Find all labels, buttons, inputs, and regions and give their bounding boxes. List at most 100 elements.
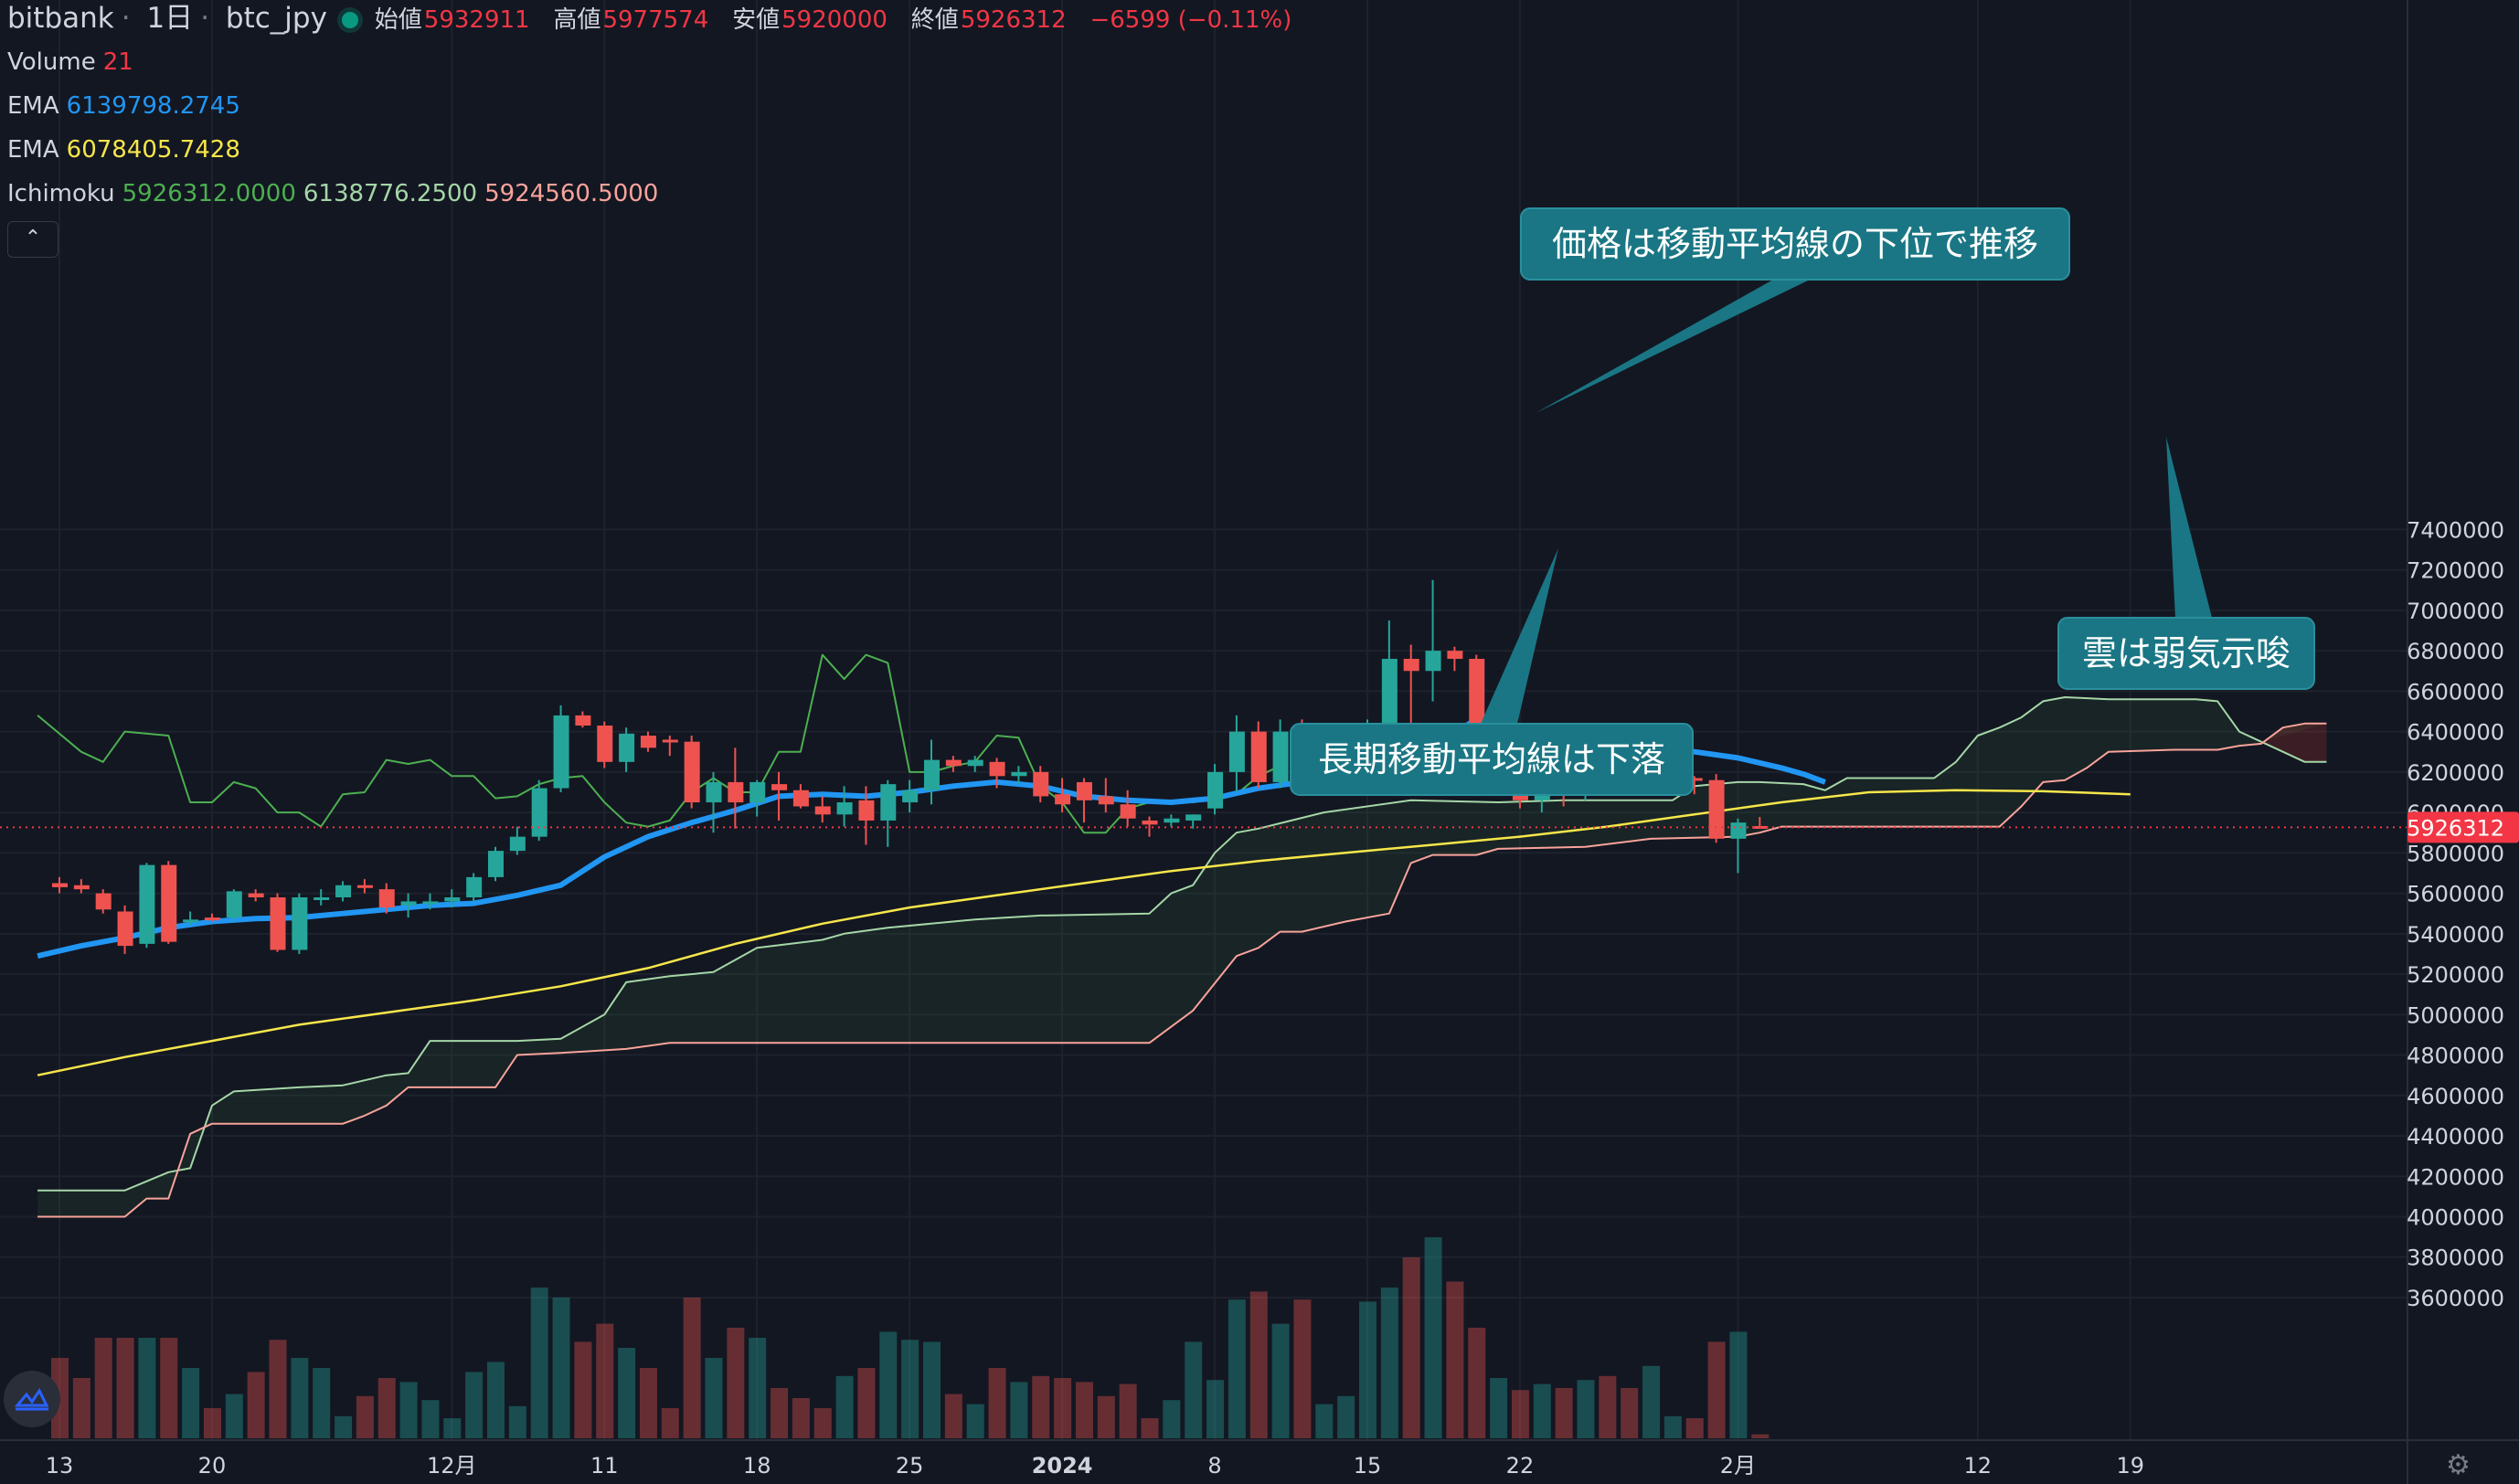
- candle-body: [270, 897, 286, 950]
- candle-body: [728, 781, 744, 803]
- volume-bar: [683, 1298, 701, 1438]
- time-tick-label: 22: [1506, 1453, 1535, 1479]
- volume-bar: [1359, 1301, 1376, 1438]
- candle-body: [95, 893, 112, 910]
- callout-box: [1520, 207, 2070, 281]
- volume-bar: [813, 1408, 832, 1438]
- symbol-name[interactable]: btc_jpy: [225, 2, 327, 35]
- candle-body: [792, 790, 809, 807]
- high-value: 5977574: [602, 6, 709, 34]
- candle-body: [902, 790, 919, 803]
- volume-bar: [138, 1338, 156, 1438]
- volume-bar: [988, 1368, 1006, 1438]
- candle-body: [640, 736, 656, 748]
- volume-bar: [966, 1404, 984, 1438]
- candle-body: [575, 715, 591, 726]
- time-tick-label: 20: [198, 1453, 227, 1479]
- candle-body: [1207, 771, 1224, 809]
- candle-body: [52, 883, 68, 887]
- collapse-legend-button[interactable]: ⌃: [7, 221, 58, 258]
- volume-bar: [596, 1323, 614, 1438]
- callout-box: [2057, 617, 2315, 690]
- candle-body: [1730, 822, 1747, 839]
- candle-body: [967, 759, 983, 767]
- candle-body: [509, 836, 526, 852]
- volume-bar: [1271, 1323, 1290, 1438]
- chart-grid: [0, 0, 2407, 1440]
- symbol-legend[interactable]: bitbank · 1日 · btc_jpy 始値5932911 高値5977574…: [7, 2, 1292, 35]
- ichimoku-legend[interactable]: Ichimoku 5926312.0000 6138776.2500 5924560.…: [7, 179, 665, 208]
- volume-bar: [661, 1408, 679, 1438]
- volume-bar: [1402, 1257, 1420, 1438]
- tradingview-logo-icon[interactable]: [4, 1371, 60, 1427]
- time-tick-label: 2月: [1720, 1453, 1756, 1479]
- conversion-line: [37, 653, 1281, 834]
- last-price-badge: [2407, 811, 2519, 843]
- candle-body: [466, 876, 483, 898]
- leading-span-a: [37, 696, 2262, 1192]
- candle-body: [553, 715, 569, 789]
- price-tick-label: 7400000: [2407, 517, 2504, 543]
- volume-bar: [1468, 1328, 1486, 1438]
- candle-body: [248, 893, 264, 898]
- volume-legend[interactable]: Volume 21: [7, 48, 141, 77]
- candle-body: [1120, 804, 1136, 819]
- candle-body: [1272, 731, 1289, 782]
- candle-body: [1076, 781, 1092, 800]
- candle-body: [1011, 771, 1027, 777]
- candle-body: [400, 901, 417, 906]
- candle-body: [1686, 778, 1703, 781]
- volume-bar: [1424, 1237, 1442, 1438]
- price-tick-label: 4400000: [2407, 1124, 2504, 1150]
- candle-body: [836, 802, 853, 815]
- low-label: 安値: [732, 6, 781, 34]
- volume-bar: [1119, 1383, 1137, 1438]
- volume-bar: [487, 1362, 505, 1438]
- ema-slow-legend[interactable]: EMA 6078405.7428: [7, 135, 248, 164]
- volume-bar: [771, 1388, 789, 1438]
- chevron-up-icon: ⌃: [24, 227, 42, 249]
- candle-body: [880, 784, 897, 821]
- volume-bar: [1054, 1378, 1072, 1438]
- volume-bar: [399, 1382, 418, 1438]
- volume-bar: [727, 1328, 745, 1438]
- price-tick-label: 3600000: [2407, 1286, 2504, 1311]
- volume-bar: [1685, 1418, 1704, 1438]
- volume-bar: [1729, 1331, 1748, 1438]
- interval-label[interactable]: 1日: [146, 2, 194, 35]
- ichimoku-value-3: 5924560.5000: [484, 180, 659, 207]
- ema-fast-legend[interactable]: EMA 6139798.2745: [7, 91, 248, 121]
- volume-bar: [574, 1341, 592, 1438]
- price-tick-label: 5600000: [2407, 882, 2504, 907]
- candle-body: [1055, 794, 1071, 805]
- price-tick-label: 5000000: [2407, 1002, 2504, 1028]
- volume-bar: [508, 1405, 526, 1438]
- candle-body: [1403, 658, 1419, 672]
- volume-bar: [1185, 1341, 1203, 1438]
- volume-bar: [618, 1348, 636, 1438]
- candle-body: [662, 739, 678, 743]
- time-tick-label: 8: [1207, 1453, 1221, 1479]
- volume-bar: [1511, 1390, 1529, 1438]
- candle-body: [684, 741, 700, 803]
- callout-pointer: [2166, 437, 2212, 618]
- candle-body: [335, 885, 352, 898]
- candle-body: [292, 897, 308, 950]
- volume-bar: [1577, 1380, 1595, 1438]
- callout-box: [1290, 723, 1694, 796]
- price-tick-label: 5400000: [2407, 922, 2504, 948]
- volume-bar: [901, 1340, 919, 1438]
- callout-text: 長期移動平均線は下落: [1318, 739, 1665, 779]
- volume-bar: [1075, 1382, 1093, 1438]
- volume-bar: [1032, 1375, 1050, 1438]
- volume-bar: [247, 1372, 265, 1438]
- price-tick-label: 5800000: [2407, 841, 2504, 866]
- volume-bar: [1315, 1404, 1334, 1438]
- volume-bar: [1163, 1400, 1181, 1438]
- gear-icon[interactable]: ⚙: [2446, 1449, 2471, 1481]
- volume-bar: [335, 1415, 353, 1438]
- candle-body: [378, 889, 395, 908]
- close-value: 5926312: [960, 6, 1067, 34]
